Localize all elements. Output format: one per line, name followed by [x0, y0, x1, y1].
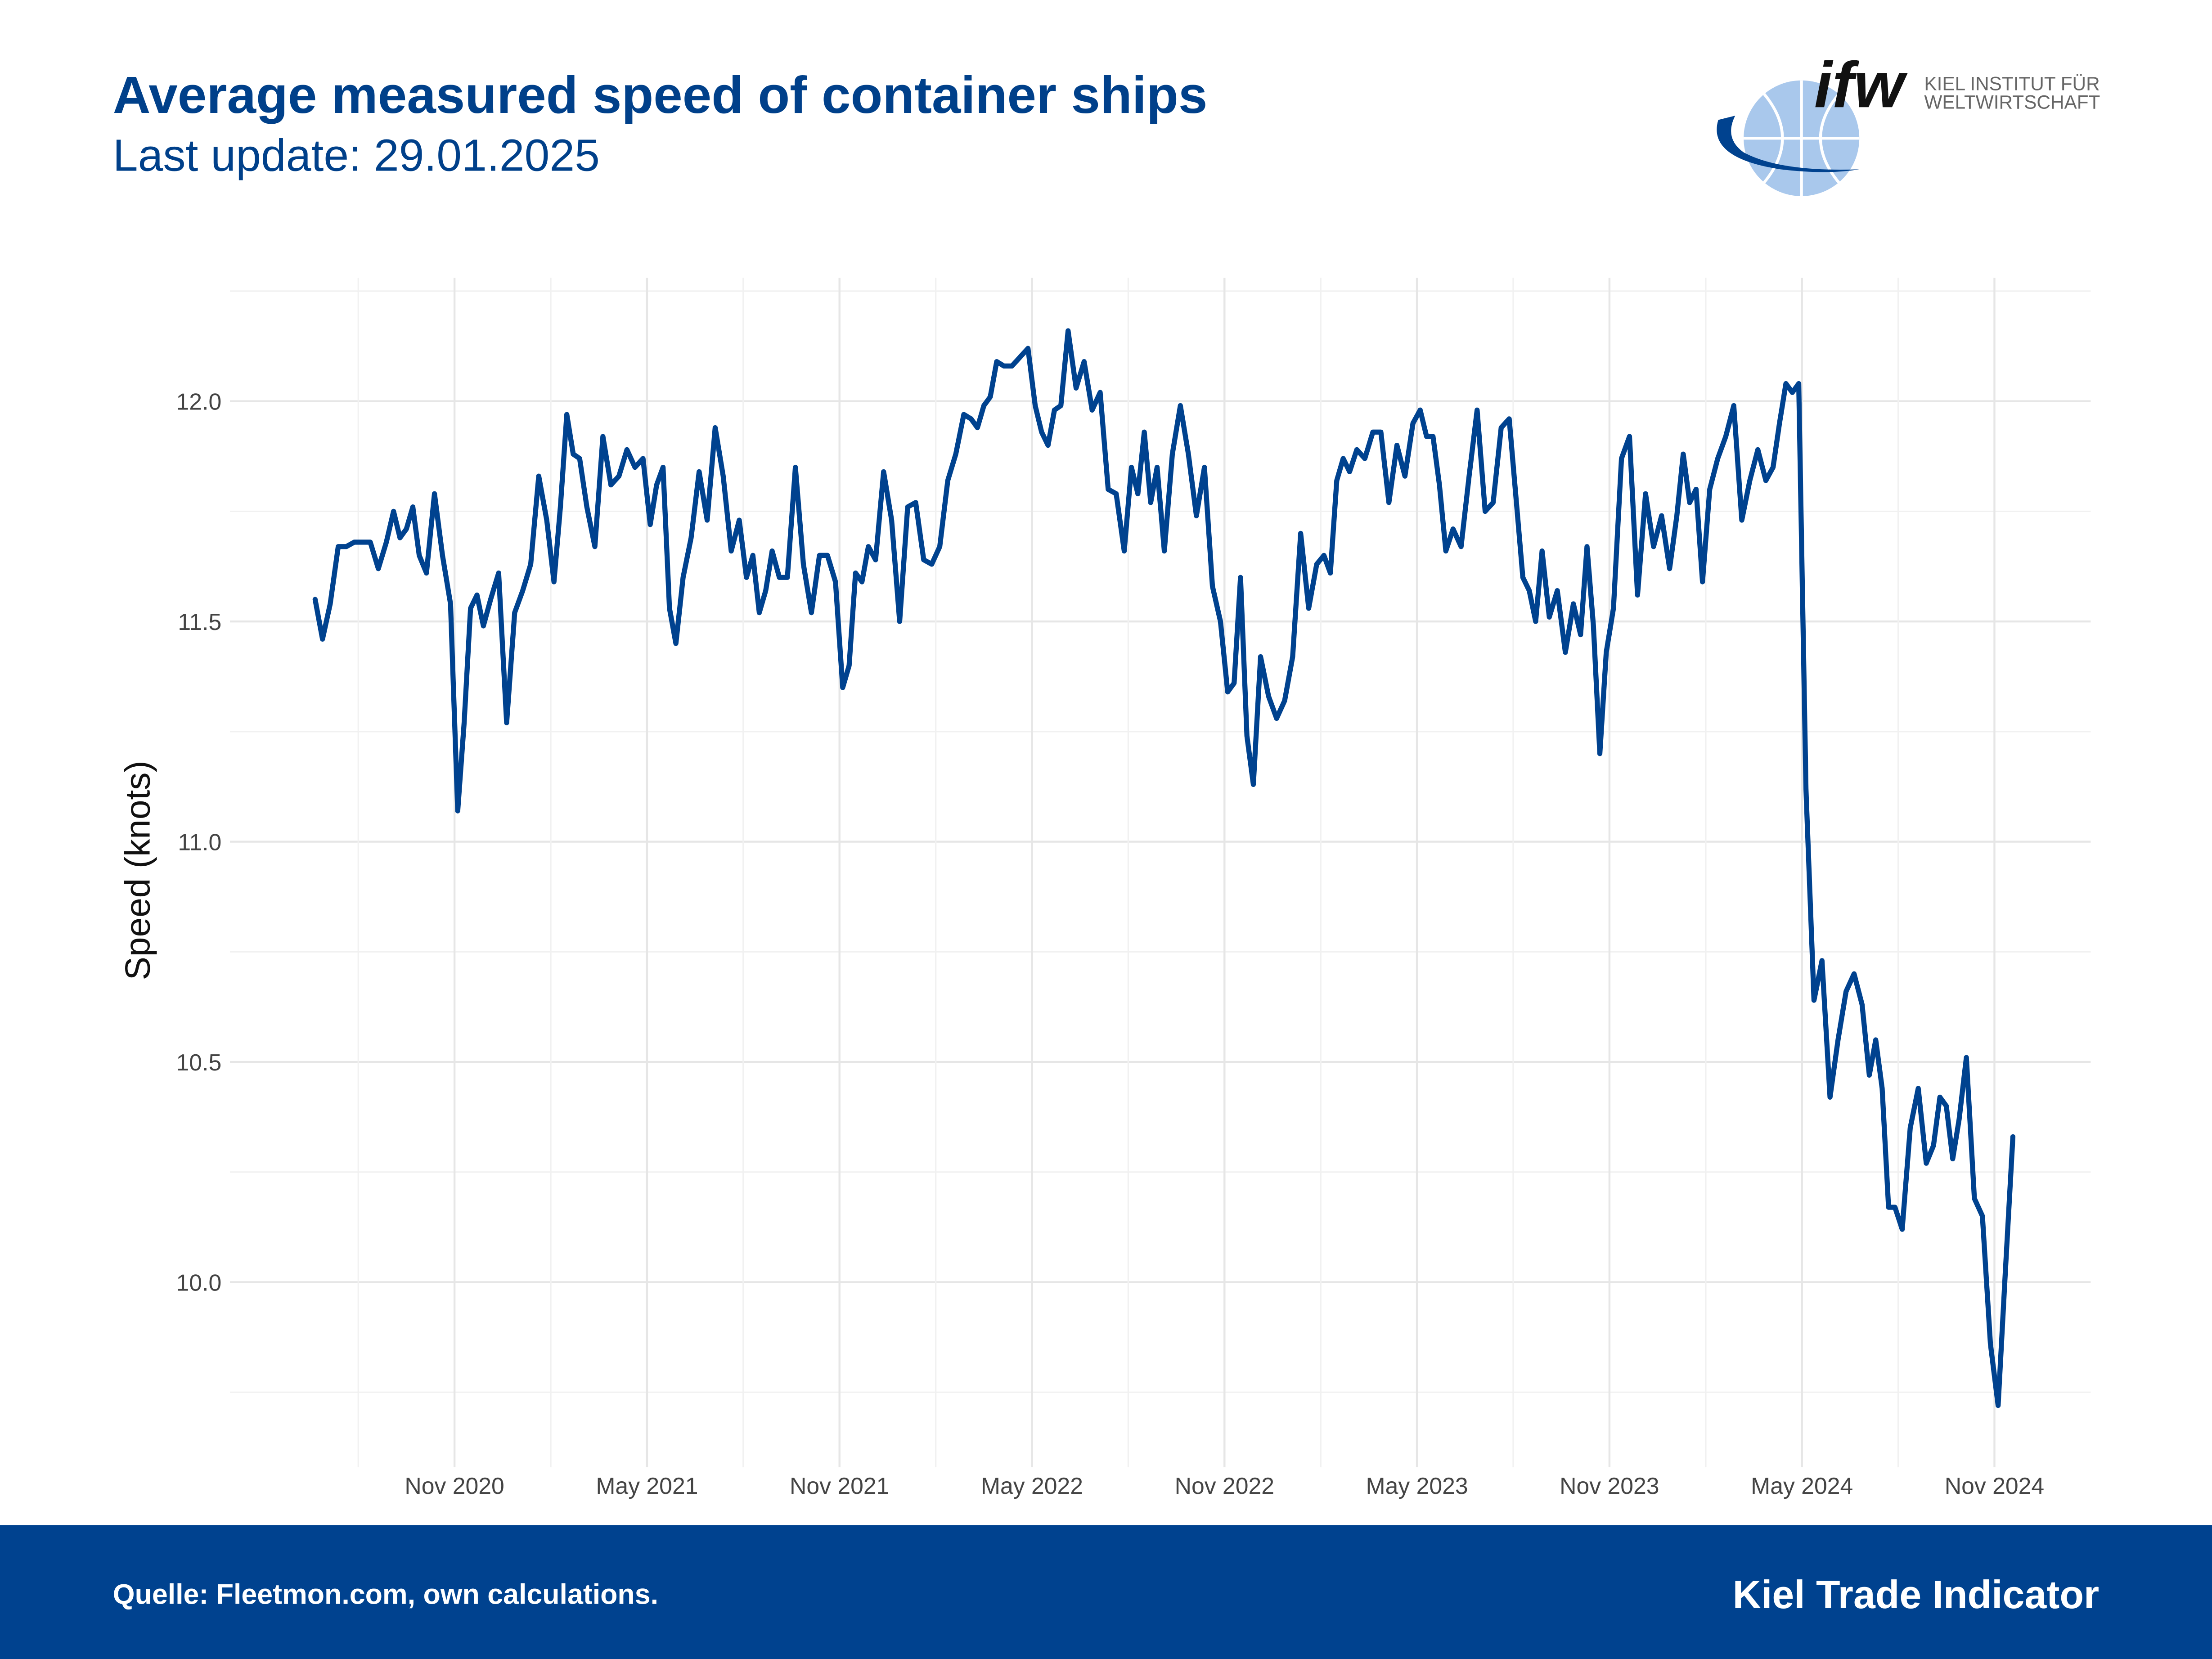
logo: ifw KIEL INSTITUT FÜR WELTWIRTSCHAFT: [1717, 48, 2100, 196]
y-tick-label: 10.0: [176, 1269, 222, 1295]
x-tick-label: Nov 2024: [1945, 1473, 2044, 1499]
data-line: [312, 328, 2016, 1408]
logo-globe-lines: [1744, 80, 1860, 196]
logo-line2: WELTWIRTSCHAFT: [1924, 91, 2100, 112]
x-tick-label: May 2022: [981, 1473, 1083, 1499]
x-tick-label: May 2024: [1751, 1473, 1853, 1499]
x-tick-label: May 2023: [1366, 1473, 1468, 1499]
chart-title: Average measured speed of container ship…: [113, 66, 1208, 124]
x-tick-label: Nov 2021: [790, 1473, 889, 1499]
x-tick-label: Nov 2023: [1560, 1473, 1659, 1499]
grid: 10.0 10.5 11.0 11.5 12.0 Nov 2020 May 2021 Nov …: [176, 278, 2091, 1499]
y-tick-label: 12.0: [176, 389, 222, 415]
y-tick-label: 10.5: [176, 1049, 222, 1075]
source-note: Quelle: Fleetmon.com, own calculations.: [113, 1579, 658, 1610]
x-tick-label: May 2021: [596, 1473, 698, 1499]
chart-subtitle: Last update: 29.01.2025: [113, 130, 600, 180]
y-tick-label: 11.5: [178, 609, 221, 635]
logo-swoosh: [1717, 116, 1860, 172]
footer-title: Kiel Trade Indicator: [1733, 1573, 2100, 1617]
x-tick-label: Nov 2020: [405, 1473, 504, 1499]
x-tick-label: Nov 2022: [1175, 1473, 1274, 1499]
y-axis-label: Speed (knots): [117, 760, 157, 980]
logo-line1: KIEL INSTITUT FÜR: [1924, 73, 2100, 94]
footer: [0, 1525, 2212, 1659]
y-tick-label: 11.0: [178, 829, 221, 855]
logo-mark: ifw: [1814, 48, 1908, 121]
plot: [312, 328, 2016, 1408]
